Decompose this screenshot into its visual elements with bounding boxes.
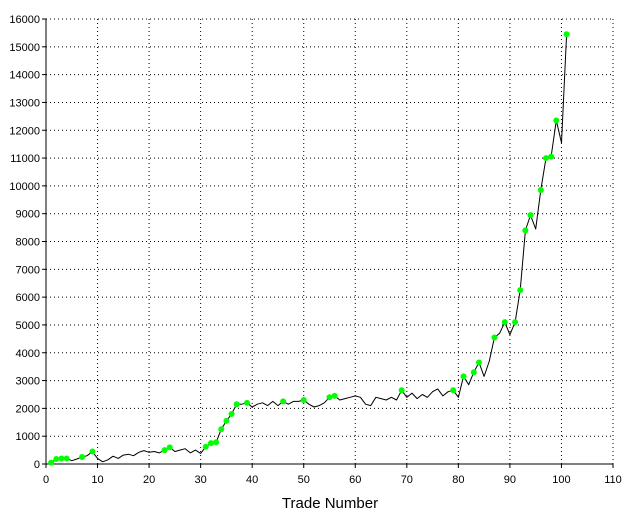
x-tick-label: 80 <box>452 474 464 486</box>
x-tick-label: 100 <box>552 474 570 486</box>
data-point-marker <box>79 454 86 461</box>
data-point-marker <box>527 212 534 219</box>
y-tick-label: 11000 <box>10 153 40 165</box>
data-point-marker <box>161 447 168 454</box>
y-axis-ticks: 0 1000 2000 3000 4000 5000 6000 7000 8000 9000 100… <box>9 14 46 471</box>
data-point-marker <box>537 187 544 194</box>
x-tick-label: 110 <box>604 474 622 486</box>
data-point-marker <box>280 398 287 405</box>
y-tick-label: 13000 <box>9 97 40 109</box>
data-point-marker <box>300 397 307 404</box>
x-tick-label: 0 <box>43 474 49 486</box>
data-point-marker <box>218 426 225 433</box>
y-tick-label: 4000 <box>16 348 40 360</box>
y-tick-label: 1000 <box>16 431 40 443</box>
data-point-marker <box>213 439 220 446</box>
data-point-marker <box>470 369 477 376</box>
data-point-marker <box>331 392 338 399</box>
data-point-marker <box>48 459 55 466</box>
data-point-marker <box>517 287 524 294</box>
x-tick-label: 30 <box>195 474 207 486</box>
x-tick-label: 70 <box>401 474 413 486</box>
data-point-marker <box>491 334 498 341</box>
data-point-marker <box>553 117 560 124</box>
y-tick-label: 3000 <box>16 376 40 388</box>
data-point-marker <box>548 153 555 160</box>
x-axis-ticks: 0 10 20 30 40 50 60 70 80 90 100 110 <box>43 464 622 486</box>
x-tick-label: 10 <box>91 474 103 486</box>
y-tick-label: 9000 <box>16 209 40 221</box>
data-point-marker <box>166 444 173 451</box>
y-tick-label: 0 <box>34 459 40 471</box>
x-tick-label: 50 <box>298 474 310 486</box>
y-tick-label: 15000 <box>9 42 40 54</box>
marker-layer <box>48 31 570 466</box>
y-tick-label: 6000 <box>16 292 40 304</box>
y-tick-label: 8000 <box>16 237 40 249</box>
data-point-marker <box>522 227 529 234</box>
data-point-marker <box>512 319 519 326</box>
data-point-marker <box>244 399 251 406</box>
data-point-marker <box>450 387 457 394</box>
data-point-marker <box>223 417 230 424</box>
y-tick-label: 5000 <box>16 320 40 332</box>
data-point-marker <box>89 448 96 455</box>
data-point-marker <box>475 359 482 366</box>
data-point-marker <box>233 401 240 408</box>
data-point-marker <box>202 443 209 450</box>
data-point-marker <box>501 319 508 326</box>
data-point-marker <box>563 31 570 38</box>
y-tick-label: 16000 <box>9 14 40 26</box>
data-point-marker <box>63 455 70 462</box>
grid-lines <box>46 18 614 464</box>
data-point-marker <box>228 410 235 417</box>
data-point-marker <box>398 387 405 394</box>
data-point-marker <box>326 394 333 401</box>
y-tick-label: 2000 <box>16 403 40 415</box>
equity-line <box>50 34 568 464</box>
data-point-marker <box>207 440 214 447</box>
data-point-marker <box>53 455 60 462</box>
y-tick-label: 7000 <box>16 264 40 276</box>
series-layer <box>50 34 568 464</box>
y-tick-label: 12000 <box>9 125 40 137</box>
x-axis-title: Trade Number <box>282 495 378 512</box>
y-tick-label: 10000 <box>9 181 40 193</box>
data-point-marker <box>58 455 65 462</box>
data-point-marker <box>460 373 467 380</box>
data-point-marker <box>542 155 549 162</box>
x-tick-label: 40 <box>246 474 258 486</box>
x-tick-label: 60 <box>349 474 361 486</box>
x-tick-label: 90 <box>504 474 516 486</box>
x-tick-label: 20 <box>143 474 155 486</box>
y-tick-label: 14000 <box>9 70 40 82</box>
